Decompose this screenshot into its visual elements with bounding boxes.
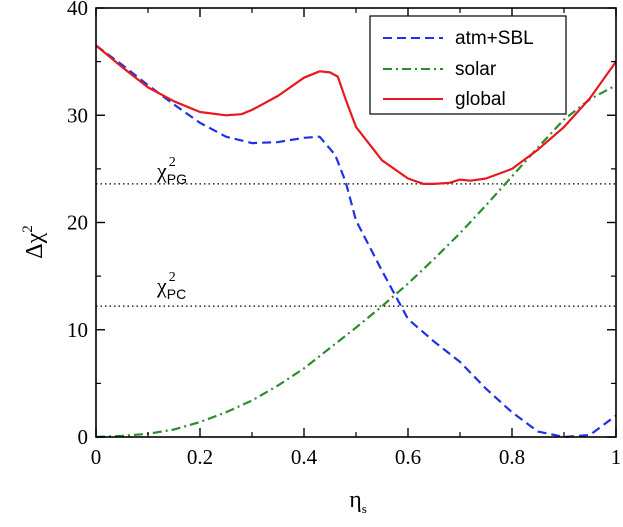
y-axis-title: Δχ2 xyxy=(20,225,48,259)
chi2-pg-sub: PG xyxy=(167,171,187,187)
x-tick-label: 1 xyxy=(611,445,622,469)
x-axis-title: ηs xyxy=(349,487,367,516)
x-tick-label: 0.2 xyxy=(187,445,213,469)
series-line-global xyxy=(95,44,617,185)
chi2-pc-label: χ 2 PC xyxy=(156,270,186,302)
chi2-pg-main: χ xyxy=(156,158,167,183)
legend: atm+SBL solar global xyxy=(369,15,567,115)
chi2-pc-sub: PC xyxy=(167,286,186,302)
x-axis-title-sub: s xyxy=(362,501,367,516)
y-axis-title-main: Δχ xyxy=(22,232,48,258)
chi2-pc-main: χ xyxy=(156,273,167,298)
x-tick-label: 0.8 xyxy=(499,445,525,469)
y-tick-label: 20 xyxy=(67,211,88,235)
legend-label-solar: solar xyxy=(455,59,497,80)
chi2-pg-sup: 2 xyxy=(169,155,176,170)
chi2-pc-sup: 2 xyxy=(169,270,176,285)
x-tick-label: 0 xyxy=(91,445,102,469)
reference-lines xyxy=(96,183,616,307)
y-axis-title-sup: 2 xyxy=(20,225,36,233)
series-group xyxy=(95,44,617,439)
y-tick-label: 0 xyxy=(78,425,89,449)
series-line-solar xyxy=(95,84,617,439)
legend-label-atm-sbl: atm+SBL xyxy=(455,28,534,49)
x-axis-title-main: η xyxy=(349,487,362,513)
y-tick-label: 30 xyxy=(67,103,88,127)
legend-label-global: global xyxy=(455,89,506,110)
chi2-pg-label: χ 2 PG xyxy=(156,155,187,187)
y-tick-label: 40 xyxy=(67,0,88,20)
y-tick-label: 10 xyxy=(67,318,88,342)
x-tick-label: 0.6 xyxy=(395,445,421,469)
legend-box xyxy=(369,15,567,115)
series-line-atm-sbl xyxy=(95,44,617,439)
x-tick-label: 0.4 xyxy=(291,445,318,469)
